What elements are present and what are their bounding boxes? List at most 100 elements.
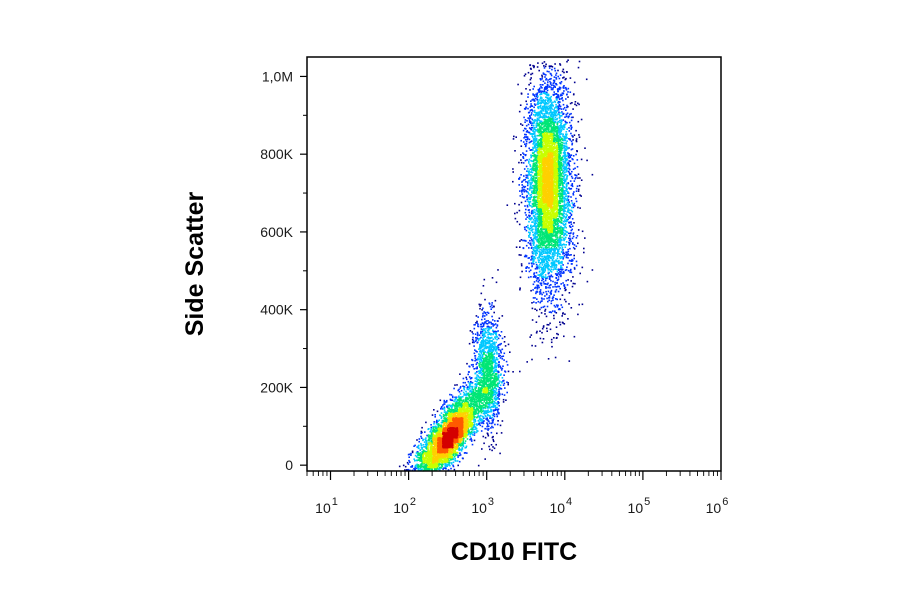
event-point [493,324,496,326]
event-point [532,251,534,254]
event-point [531,140,533,142]
event-point [575,176,577,179]
event-point [533,196,535,198]
event-point [539,234,541,236]
event-point [497,393,500,395]
event-point [525,270,527,272]
event-point [535,275,537,278]
event-point [528,170,530,172]
event-point [547,358,550,360]
event-point [570,271,573,274]
event-point [560,159,562,161]
event-point [424,450,426,453]
event-point [553,268,555,270]
event-point [533,222,536,225]
event-point [411,466,414,468]
event-point [536,236,538,239]
event-point [478,364,481,366]
event-point [549,97,551,99]
event-point [536,220,539,222]
event-point [487,399,490,401]
event-point [476,378,478,380]
event-point [528,189,531,191]
event-point [532,155,535,157]
event-point [492,325,494,327]
event-point [550,118,553,121]
event-point [452,465,455,468]
event-point [441,408,444,410]
event-point [479,346,481,349]
event-point [565,113,568,116]
event-point [537,284,540,287]
event-point [468,396,471,398]
event-point [488,333,491,335]
event-point [474,392,476,395]
event-point [492,330,495,333]
event-point [541,132,543,135]
event-point [539,273,542,276]
event-point [544,295,546,297]
event-point [559,133,562,136]
event-point [478,338,481,340]
event-point [555,298,557,300]
event-point [544,65,547,68]
event-point [567,279,569,281]
event-point [497,401,499,403]
event-point [497,379,499,381]
event-point [469,377,472,380]
event-point [552,286,554,288]
event-point [472,431,474,434]
event-point [525,131,528,133]
event-point [526,188,529,190]
event-point [536,298,538,300]
event-point [531,191,533,194]
event-point [504,345,507,347]
event-point [532,204,535,207]
event-point [550,293,552,295]
event-point [559,82,562,85]
event-point [471,428,474,431]
event-point [572,155,575,157]
event-point [556,126,559,129]
event-point [546,83,549,86]
event-point [476,407,478,410]
event-point [537,114,540,117]
event-point [483,400,486,403]
event-point [525,174,527,177]
event-point [416,463,418,466]
event-point [496,382,499,385]
event-point [525,244,528,247]
event-point [490,360,493,363]
event-point [425,437,427,439]
event-point [532,169,535,172]
event-point [530,334,533,336]
event-point [564,204,566,207]
event-point [433,409,435,411]
event-point [553,260,555,262]
event-point [493,332,496,334]
event-point [533,237,536,239]
event-point [584,147,586,149]
event-point [489,402,492,404]
event-point [568,153,570,155]
event-point [541,279,543,282]
event-point [543,106,546,108]
event-point [482,357,484,359]
event-point [534,268,537,270]
event-point [548,105,550,108]
event-point [472,397,475,400]
event-point [417,446,419,448]
event-point [540,258,543,261]
event-point [497,344,500,346]
event-point [549,237,552,240]
event-point [555,98,558,100]
event-point [414,454,417,457]
event-point [540,257,542,260]
event-point [496,385,498,387]
event-point [480,409,483,412]
event-point [484,345,486,347]
event-point [414,464,417,467]
event-point [551,68,553,71]
event-point [534,297,536,299]
event-point [529,197,532,199]
